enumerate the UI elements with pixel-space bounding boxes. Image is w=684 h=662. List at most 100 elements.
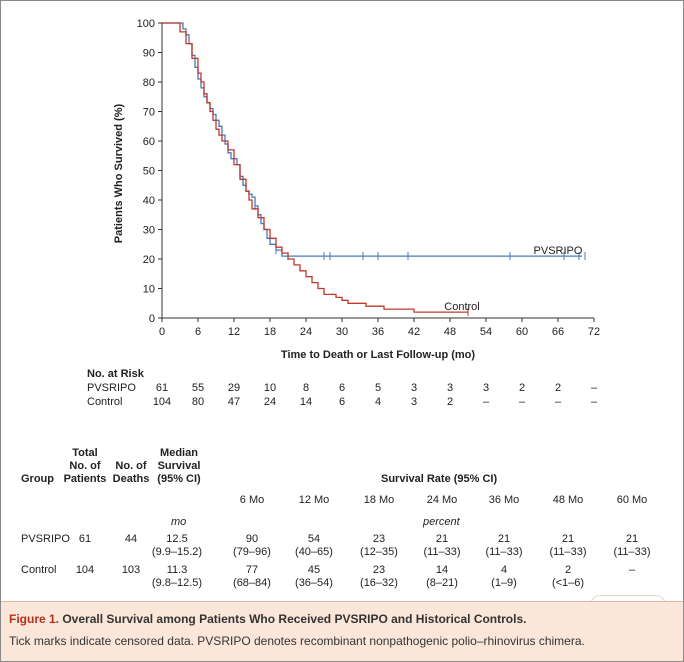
x-tick-label: 36: [372, 326, 384, 338]
unit-mo: mo: [171, 516, 187, 528]
x-tick-label: 42: [408, 326, 420, 338]
x-tick-label: 24: [300, 326, 312, 338]
risk-cell: 3: [446, 382, 454, 394]
risk-cell: 5: [374, 382, 382, 394]
survival-rate-ci: (<1–6): [551, 577, 585, 589]
y-tick-label: 30: [143, 225, 155, 237]
risk-cell: –: [482, 396, 490, 408]
group-name: PVSRIPO: [21, 533, 70, 545]
x-tick-label: 6: [195, 326, 201, 338]
x-tick-label: 30: [336, 326, 348, 338]
risk-row-label: PVSRIPO: [87, 382, 136, 394]
median-ci: (9.8–12.5): [151, 577, 203, 589]
median-ci: (9.9–15.2): [151, 546, 203, 558]
survival-rate: 2: [564, 564, 572, 576]
month-header: 60 Mo: [616, 494, 648, 506]
survival-rate: 23: [372, 533, 386, 545]
series-line-control: [162, 22, 468, 313]
unit-percent: percent: [423, 516, 460, 528]
x-tick-label: 72: [588, 326, 600, 338]
survival-chart: 0 10 20 30 40 50 60 70 80 90 100 0 6 12 18 24 30 36 42 48 54…: [113, 18, 600, 361]
risk-cell: 6: [338, 382, 346, 394]
header-survival-rate: Survival Rate (95% CI): [381, 473, 498, 485]
group-name: Control: [21, 564, 57, 576]
header-deaths: No. of Deaths: [112, 460, 150, 485]
risk-cell: 2: [554, 382, 562, 394]
median-survival: 12.5: [166, 533, 188, 545]
month-header: 12 Mo: [298, 494, 330, 506]
x-tick-label: 12: [228, 326, 240, 338]
caption-title: Figure 1. Overall Survival among Patient…: [9, 612, 527, 626]
month-header: 24 Mo: [426, 494, 458, 506]
survival-rate-ci: (68–84): [233, 577, 271, 589]
series-annotation: Control: [444, 301, 479, 313]
y-axis-label: Patients Who Survived (%): [113, 103, 125, 243]
survival-rate-ci: (11–33): [485, 546, 523, 558]
risk-cell: 4: [374, 396, 382, 408]
x-tick-label: 0: [159, 326, 165, 338]
header-median: Median Survival (95% CI): [157, 447, 201, 485]
y-tick-label: 40: [143, 195, 155, 207]
y-tick-label: 50: [143, 166, 155, 178]
median-survival: 11.3: [166, 564, 188, 576]
survival-rate: 45: [307, 564, 321, 576]
x-tick-label: 48: [444, 326, 456, 338]
x-tick-label: 66: [552, 326, 564, 338]
deaths-count: 44: [124, 533, 138, 545]
risk-cell: 2: [518, 382, 526, 394]
survival-rate-ci: (36–54): [295, 577, 333, 589]
risk-cell: 80: [191, 396, 205, 408]
risk-cell: 55: [191, 382, 205, 394]
risk-cell: –: [518, 396, 526, 408]
survival-rate: 4: [500, 564, 508, 576]
survival-rate: 23: [372, 564, 386, 576]
series-line-pvsripo: [162, 22, 582, 257]
risk-table-title: No. at Risk: [87, 368, 144, 380]
series-annotation: PVSRIPO: [534, 245, 583, 257]
total-patients: 61: [78, 533, 92, 545]
month-header: 6 Mo: [239, 494, 265, 506]
survival-rate: 14: [435, 564, 449, 576]
survival-rate: –: [628, 564, 636, 576]
risk-cell: 104: [152, 396, 172, 408]
x-tick-label: 54: [480, 326, 492, 338]
month-header: 18 Mo: [363, 494, 395, 506]
risk-cell: 24: [263, 396, 277, 408]
survival-rate: 21: [435, 533, 449, 545]
header-total: Total No. of Patients: [63, 447, 107, 485]
risk-cell: 2: [446, 396, 454, 408]
survival-rate-ci: (11–33): [423, 546, 461, 558]
x-axis-label: Time to Death or Last Follow-up (mo): [281, 349, 475, 361]
risk-cell: 14: [299, 396, 313, 408]
month-header: 48 Mo: [552, 494, 584, 506]
survival-rate-ci: (8–21): [426, 577, 458, 589]
risk-cell: 10: [263, 382, 277, 394]
caption-note: Tick marks indicate censored data. PVSRI…: [9, 634, 585, 648]
risk-cell: 29: [227, 382, 241, 394]
risk-cell: –: [590, 382, 598, 394]
risk-cell: 3: [410, 382, 418, 394]
risk-cell: –: [554, 396, 562, 408]
x-tick-label: 60: [516, 326, 528, 338]
y-tick-label: 0: [149, 313, 155, 325]
survival-rate-ci: (11–33): [549, 546, 587, 558]
survival-rate-ci: (11–33): [613, 546, 651, 558]
risk-cell: 6: [338, 396, 346, 408]
survival-rate-ci: (1–9): [491, 577, 517, 589]
survival-rate-ci: (12–35): [360, 546, 398, 558]
risk-cell: 47: [227, 396, 241, 408]
risk-cell: 3: [410, 396, 418, 408]
survival-rate: 77: [245, 564, 259, 576]
risk-cell: 3: [482, 382, 490, 394]
y-tick-label: 60: [143, 136, 155, 148]
y-tick-label: 90: [143, 48, 155, 60]
survival-rate: 21: [625, 533, 639, 545]
header-group: Group: [21, 473, 54, 485]
survival-rate-ci: (79–96): [233, 546, 271, 558]
y-tick-label: 80: [143, 77, 155, 89]
total-patients: 104: [75, 564, 95, 576]
survival-rate: 21: [497, 533, 511, 545]
y-tick-label: 100: [137, 18, 155, 30]
y-tick-label: 20: [143, 254, 155, 266]
